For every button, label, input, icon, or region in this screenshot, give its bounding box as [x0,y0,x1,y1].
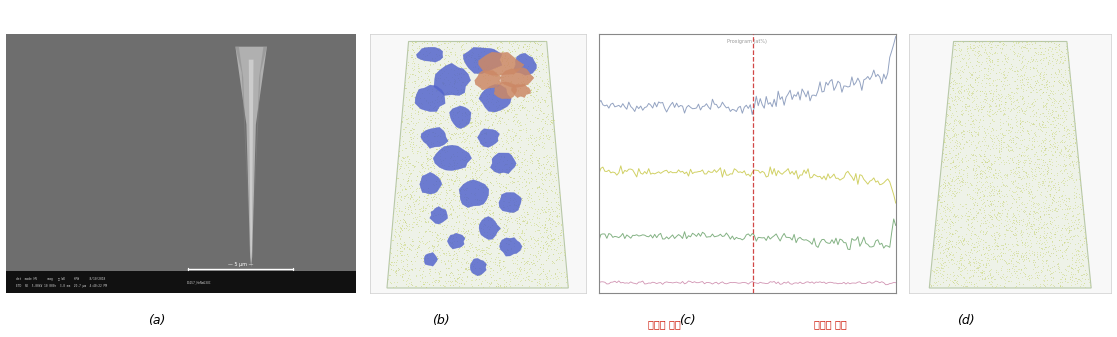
Polygon shape [416,85,445,112]
Polygon shape [490,153,516,174]
Polygon shape [499,192,522,212]
Text: ETD  SE  5.00kV 10 000×  3.8 mm  20.7 μm  4:40:22 PM: ETD SE 5.00kV 10 000× 3.8 mm 20.7 μm 4:4… [16,284,107,288]
Polygon shape [500,68,534,87]
Polygon shape [386,41,569,288]
Polygon shape [475,71,502,90]
Text: det  mode HV      mag   □ WD     HPW      8/10/2018: det mode HV mag □ WD HPW 8/10/2018 [16,277,105,281]
Text: (a): (a) [147,314,165,327]
Polygon shape [459,180,489,208]
Polygon shape [424,253,438,266]
Polygon shape [477,129,499,147]
Text: — 5 μm —: — 5 μm — [228,262,254,267]
Text: 석출물 내부: 석출물 내부 [814,319,847,329]
Text: 석출물 외부: 석출물 외부 [648,319,680,329]
Polygon shape [249,60,254,262]
Polygon shape [433,63,470,95]
Polygon shape [421,127,448,148]
Polygon shape [479,217,500,240]
Polygon shape [512,84,531,97]
Polygon shape [478,52,524,75]
Text: (b): (b) [432,314,450,327]
Text: (c): (c) [679,314,695,327]
Text: DG157_HeNaG3UC: DG157_HeNaG3UC [187,280,211,284]
Polygon shape [464,48,502,74]
Polygon shape [929,41,1091,288]
Polygon shape [448,233,465,249]
Text: Proxigram (at%): Proxigram (at%) [727,39,767,44]
Polygon shape [433,145,471,171]
Polygon shape [494,82,517,99]
Polygon shape [449,106,471,128]
Polygon shape [420,172,442,194]
Bar [6,271,356,293]
Polygon shape [236,47,251,262]
Polygon shape [499,238,522,256]
Polygon shape [236,47,267,267]
Polygon shape [430,207,448,224]
Polygon shape [417,47,443,62]
Text: (d): (d) [957,314,975,327]
Polygon shape [470,258,487,276]
Polygon shape [251,47,267,262]
Polygon shape [479,85,512,112]
Polygon shape [514,53,536,75]
